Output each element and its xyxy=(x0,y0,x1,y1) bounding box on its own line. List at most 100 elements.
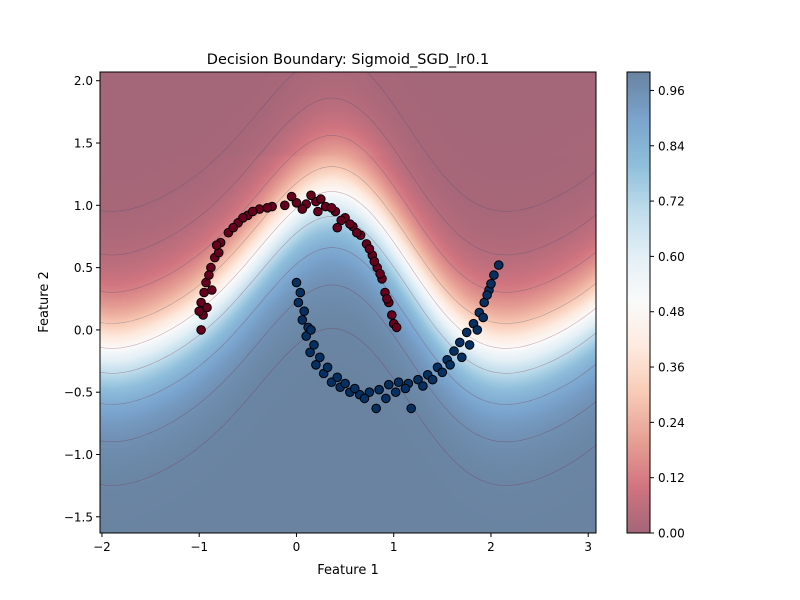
scatter-points xyxy=(194,190,504,414)
class-0-point xyxy=(196,325,206,335)
contour-line xyxy=(100,72,596,212)
class-0-point xyxy=(313,206,323,217)
contour-line xyxy=(100,135,596,293)
class-0-point xyxy=(194,306,204,317)
class-1-point xyxy=(455,337,465,348)
class-1-point xyxy=(291,277,302,288)
x-tick-label: 1 xyxy=(390,540,398,554)
class-0-point xyxy=(207,285,217,295)
class-1-point xyxy=(297,315,308,325)
class-1-point xyxy=(305,347,315,358)
y-tick-label: 1.5 xyxy=(74,137,93,151)
class-1-point xyxy=(400,383,411,394)
y-tick-label: 1.0 xyxy=(74,199,93,213)
plot-frame xyxy=(99,71,597,534)
class-1-point xyxy=(478,312,489,323)
class-1-point xyxy=(418,381,428,391)
class-1-point xyxy=(371,403,382,414)
class-1-point xyxy=(390,387,401,398)
y-tick-label: −0.5 xyxy=(64,386,93,400)
contour-line xyxy=(100,247,596,405)
class-0-point xyxy=(238,213,248,223)
class-0-point xyxy=(316,194,326,204)
class-0-point xyxy=(345,219,355,229)
class-0-point xyxy=(291,198,302,208)
chart-title: Decision Boundary: Sigmoid_SGD_lr0.1 xyxy=(207,52,489,68)
class-0-point xyxy=(297,204,308,214)
class-1-point xyxy=(309,340,319,350)
class-0-point xyxy=(211,240,222,250)
y-tick-label: 2.0 xyxy=(74,74,93,88)
class-1-point xyxy=(322,362,333,373)
colorbar-tick-label: 0.60 xyxy=(658,250,685,264)
contour-line xyxy=(100,97,596,256)
plot-area xyxy=(100,72,596,533)
x-tick-label: −2 xyxy=(93,540,111,554)
colorbar-tick-label: 0.84 xyxy=(658,139,685,153)
class-0-point xyxy=(387,310,397,320)
class-0-point xyxy=(336,215,347,226)
x-axis: −2 −1 0 1 2 3 xyxy=(93,533,592,554)
x-axis-label: Feature 1 xyxy=(317,563,379,578)
class-0-point xyxy=(306,190,316,201)
class-0-point xyxy=(375,269,385,279)
colorbar-tick-label: 0.36 xyxy=(658,361,685,375)
contour-line xyxy=(100,191,596,349)
x-tick-label: −1 xyxy=(190,540,208,554)
class-1-point xyxy=(482,290,492,300)
contour-line xyxy=(100,166,596,324)
class-1-point xyxy=(489,270,499,280)
class-1-point xyxy=(427,374,438,385)
colorbar-tick-label: 0.24 xyxy=(658,416,685,430)
class-1-point xyxy=(445,360,455,370)
y-tick-label: −1.0 xyxy=(64,448,93,462)
class-1-point xyxy=(413,374,423,385)
class-1-point xyxy=(299,306,310,317)
class-1-point xyxy=(315,352,325,363)
class-1-point xyxy=(311,360,321,370)
class-0-point xyxy=(247,206,258,217)
class-1-point xyxy=(437,367,448,378)
colorbar-ticks: 0.00 0.12 0.24 0.36 0.48 0.60 0.72 0.84 0.96 xyxy=(650,84,685,541)
colorbar-tick-label: 0.48 xyxy=(658,305,685,319)
decision-surface xyxy=(100,72,596,533)
y-tick-label: 0.5 xyxy=(74,261,93,275)
y-axis: −1.5 −1.0 −0.5 0.0 0.5 1.0 1.5 2.0 xyxy=(64,74,100,524)
class-0-point xyxy=(369,256,380,267)
class-0-point xyxy=(202,302,212,313)
y-tick-label: 0.0 xyxy=(74,323,93,337)
class-1-point xyxy=(461,327,472,338)
class-1-point xyxy=(293,297,304,308)
class-1-point xyxy=(486,279,496,289)
class-1-point xyxy=(340,378,350,389)
x-tick-label: 0 xyxy=(293,540,301,554)
class-1-point xyxy=(457,352,467,363)
class-1-point xyxy=(306,325,316,335)
class-1-point xyxy=(393,377,404,388)
class-0-point xyxy=(364,244,375,254)
class-1-point xyxy=(295,287,306,298)
colorbar-tick-label: 0.72 xyxy=(658,195,685,209)
class-1-point xyxy=(406,403,417,414)
class-1-point xyxy=(374,384,384,395)
class-0-point xyxy=(204,270,214,280)
class-1-point xyxy=(449,346,459,356)
x-tick-label: 3 xyxy=(584,540,592,554)
class-0-point xyxy=(228,222,238,233)
colorbar-tick-label: 0.00 xyxy=(658,527,685,541)
class-0-point xyxy=(280,200,290,211)
x-tick-label: 2 xyxy=(487,540,495,554)
contour-line xyxy=(100,328,596,486)
y-tick-label: −1.5 xyxy=(64,510,93,524)
class-0-point xyxy=(326,203,337,213)
colorbar-tick-label: 0.12 xyxy=(658,471,685,485)
colorbar-gradient xyxy=(626,71,651,534)
class-1-point xyxy=(359,393,370,404)
class-0-point xyxy=(332,222,343,233)
class-1-point xyxy=(464,340,475,350)
contour-lines xyxy=(100,72,596,486)
class-1-point xyxy=(381,393,391,404)
class-1-point xyxy=(472,325,483,335)
class-1-point xyxy=(350,383,360,394)
